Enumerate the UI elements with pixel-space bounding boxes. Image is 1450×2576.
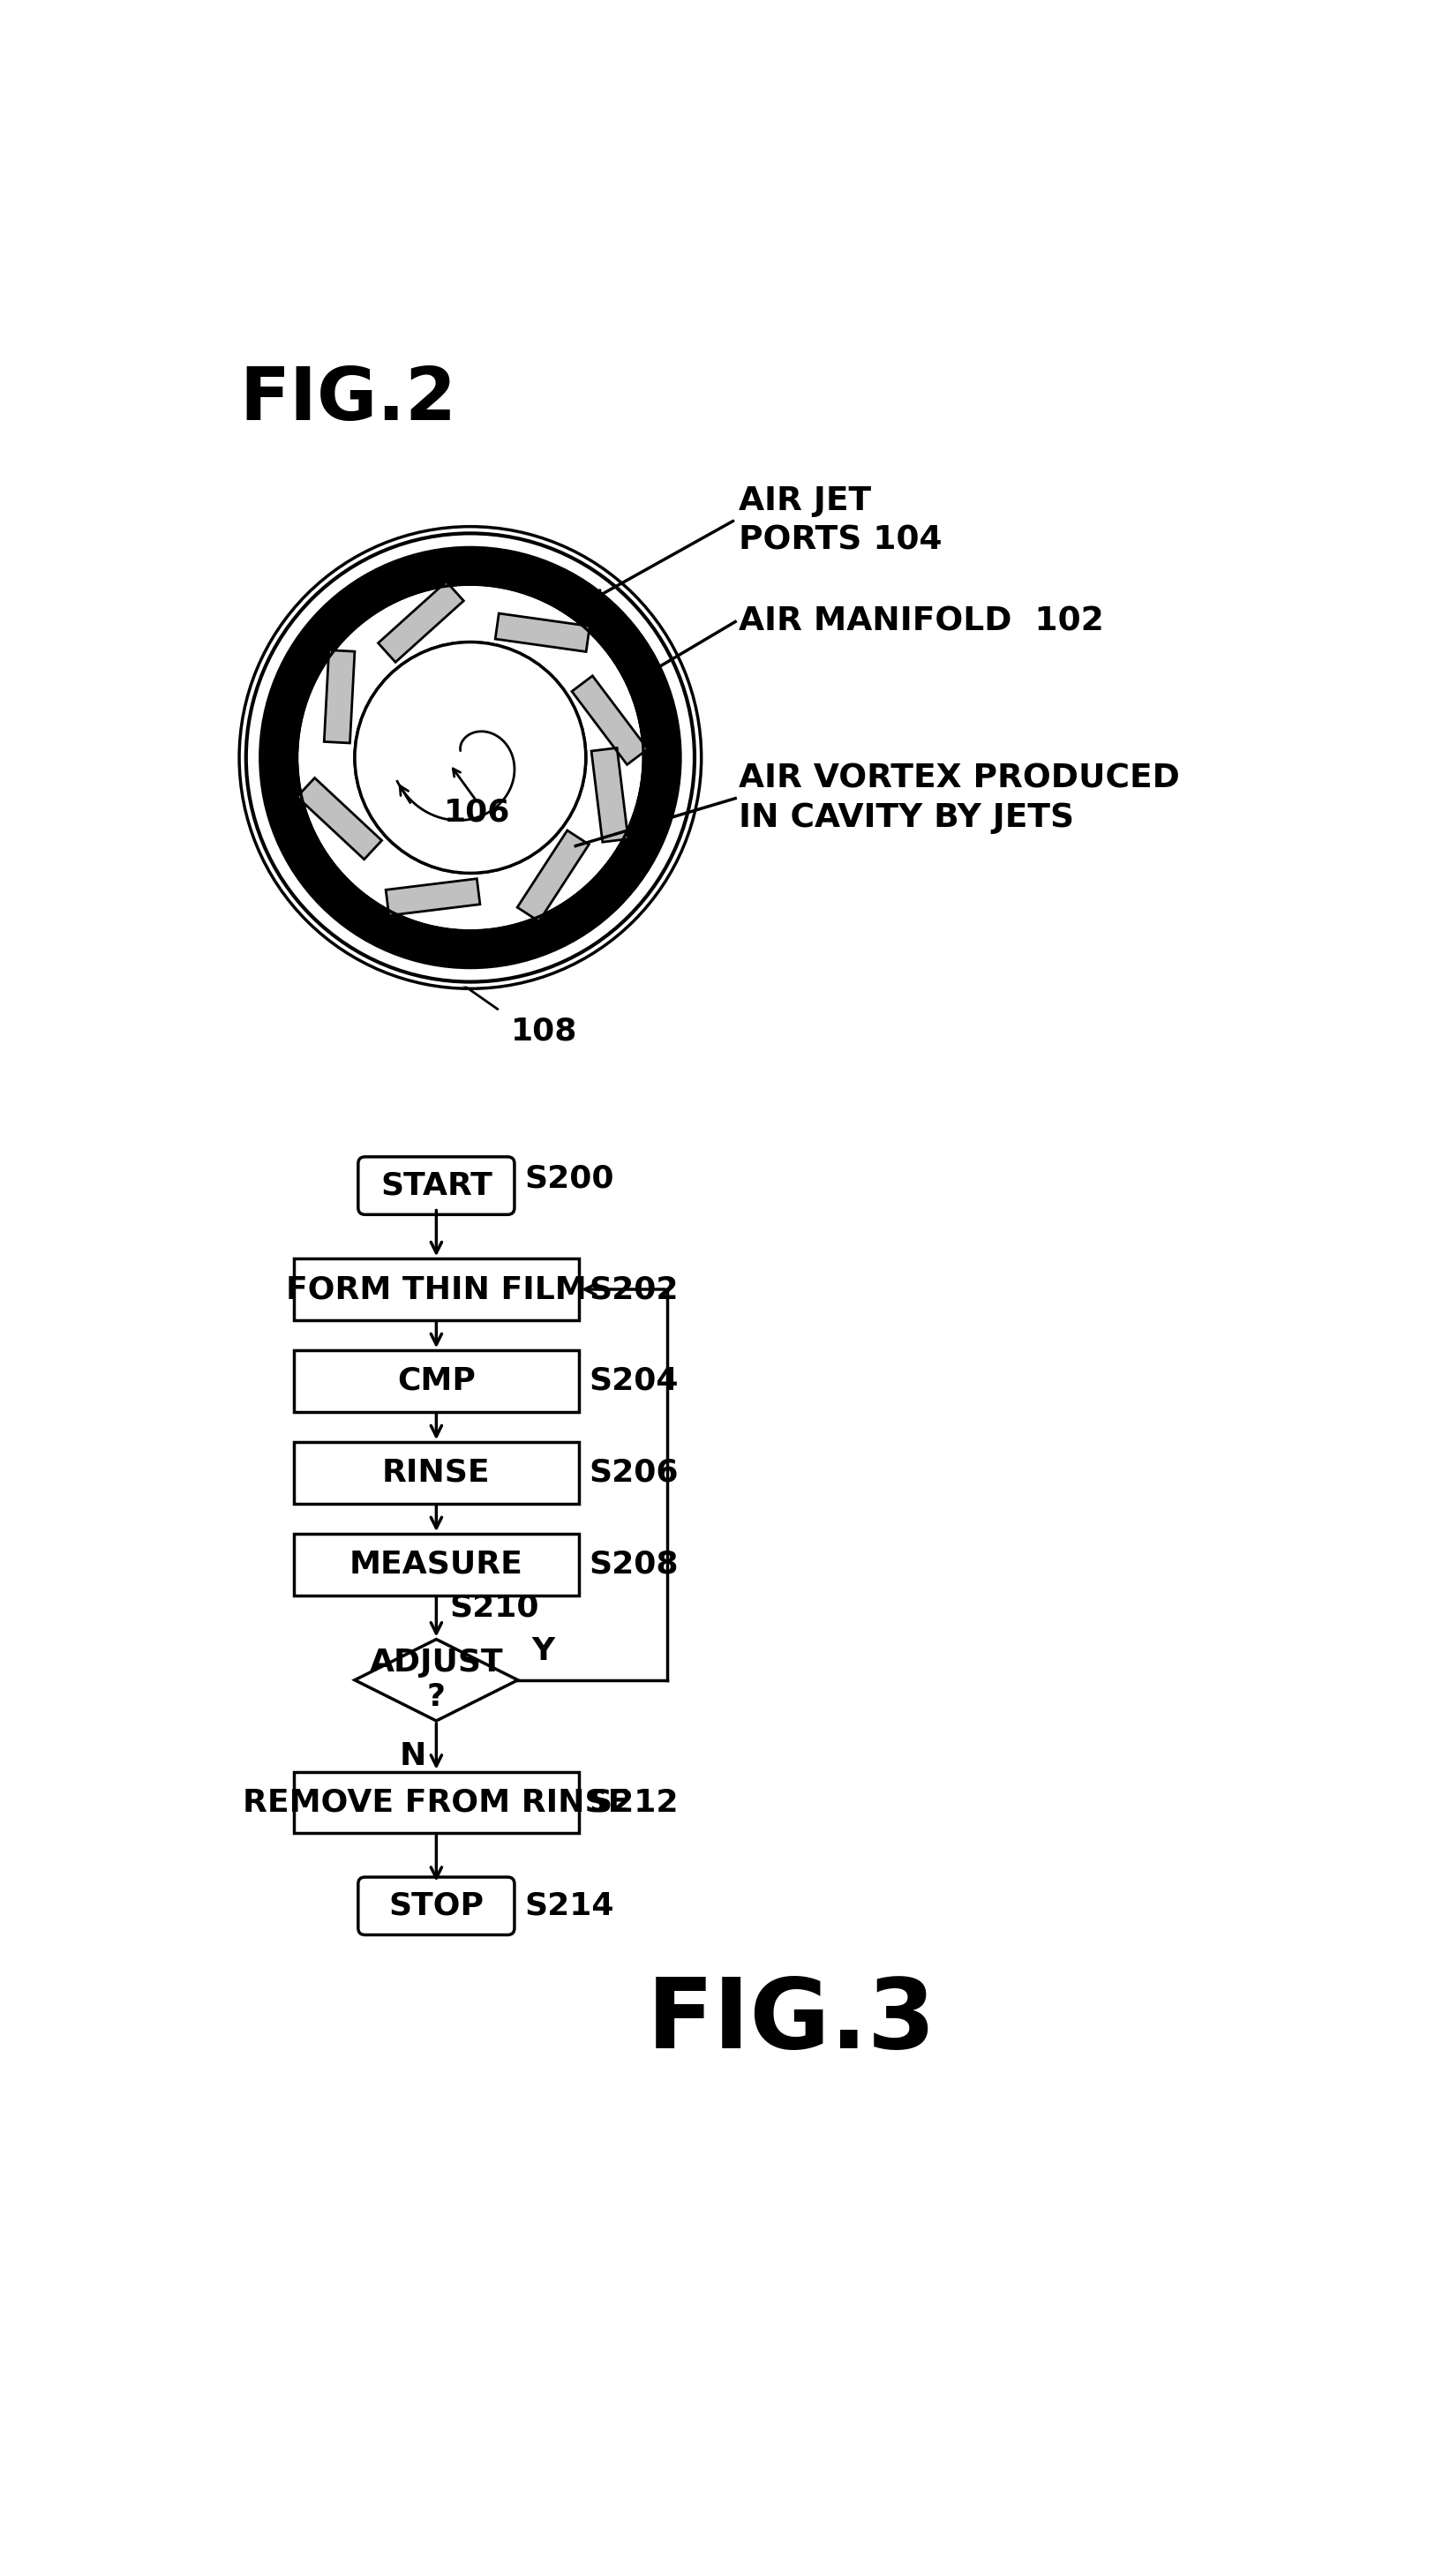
Text: AIR MANIFOLD  102: AIR MANIFOLD 102 — [738, 605, 1103, 639]
Text: AIR VORTEX PRODUCED
IN CAVITY BY JETS: AIR VORTEX PRODUCED IN CAVITY BY JETS — [738, 762, 1180, 835]
Text: S214: S214 — [525, 1891, 615, 1922]
Text: 108: 108 — [510, 1015, 577, 1046]
Bar — [378, 582, 464, 662]
Text: S200: S200 — [525, 1164, 615, 1193]
Text: FIG.2: FIG.2 — [239, 363, 457, 435]
FancyBboxPatch shape — [358, 1157, 515, 1213]
Bar — [293, 1772, 579, 1834]
Bar — [571, 675, 648, 765]
Text: S212: S212 — [589, 1788, 679, 1819]
Bar — [293, 1533, 579, 1595]
Bar — [325, 649, 355, 742]
Text: FORM THIN FILM: FORM THIN FILM — [286, 1275, 587, 1303]
Text: START: START — [380, 1170, 493, 1200]
Circle shape — [355, 641, 586, 873]
Bar — [293, 1260, 579, 1319]
Text: CMP: CMP — [397, 1365, 476, 1396]
Bar — [592, 747, 628, 842]
Text: S208: S208 — [589, 1551, 679, 1579]
Bar — [297, 778, 381, 860]
Bar — [592, 747, 628, 842]
Text: STOP: STOP — [389, 1891, 484, 1922]
Text: ADJUST
?: ADJUST ? — [370, 1649, 503, 1713]
Bar — [293, 1443, 579, 1504]
Text: S204: S204 — [589, 1365, 679, 1396]
Circle shape — [355, 641, 586, 873]
Text: REMOVE FROM RINSE: REMOVE FROM RINSE — [242, 1788, 629, 1819]
Text: S210: S210 — [450, 1592, 539, 1623]
Bar — [518, 829, 589, 922]
FancyBboxPatch shape — [358, 1878, 515, 1935]
Text: N: N — [399, 1741, 426, 1772]
Text: AIR JET
PORTS 104: AIR JET PORTS 104 — [738, 487, 942, 556]
Bar — [386, 878, 480, 914]
Polygon shape — [355, 1638, 518, 1721]
Text: RINSE: RINSE — [383, 1458, 490, 1489]
Bar — [325, 649, 355, 742]
Bar — [571, 675, 648, 765]
Text: FIG.3: FIG.3 — [647, 1973, 937, 2069]
Bar — [297, 778, 381, 860]
Bar — [293, 1350, 579, 1412]
Bar — [518, 829, 589, 922]
Text: S202: S202 — [589, 1275, 679, 1303]
Bar — [496, 613, 590, 652]
Text: 106: 106 — [444, 796, 510, 827]
Text: S206: S206 — [589, 1458, 679, 1489]
Circle shape — [251, 538, 689, 976]
Bar — [386, 878, 480, 914]
Text: MEASURE: MEASURE — [349, 1551, 523, 1579]
Bar — [378, 582, 464, 662]
Circle shape — [297, 585, 644, 930]
Bar — [496, 613, 590, 652]
Text: Y: Y — [532, 1636, 554, 1667]
